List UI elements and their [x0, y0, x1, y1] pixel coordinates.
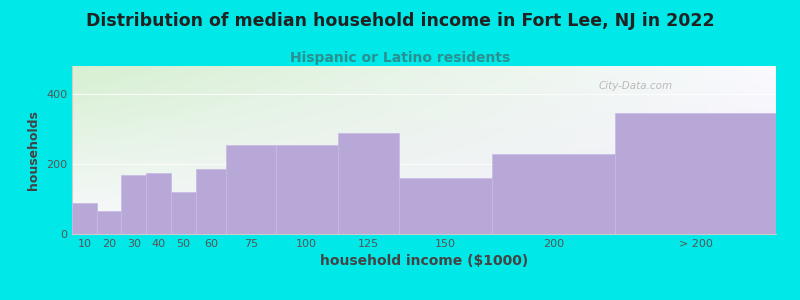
Bar	[276, 145, 338, 234]
Text: Distribution of median household income in Fort Lee, NJ in 2022: Distribution of median household income …	[86, 12, 714, 30]
Bar	[195, 169, 226, 234]
Bar	[338, 133, 399, 234]
Bar	[492, 154, 615, 234]
Bar	[97, 211, 122, 234]
Bar	[122, 175, 146, 234]
Bar	[146, 173, 171, 234]
Y-axis label: households: households	[27, 110, 41, 190]
Bar	[72, 202, 97, 234]
Bar	[615, 113, 776, 234]
Bar	[226, 145, 276, 234]
X-axis label: household income ($1000): household income ($1000)	[320, 254, 528, 268]
Bar	[399, 178, 492, 234]
Text: Hispanic or Latino residents: Hispanic or Latino residents	[290, 51, 510, 65]
Text: City-Data.com: City-Data.com	[598, 81, 672, 91]
Bar	[171, 192, 195, 234]
